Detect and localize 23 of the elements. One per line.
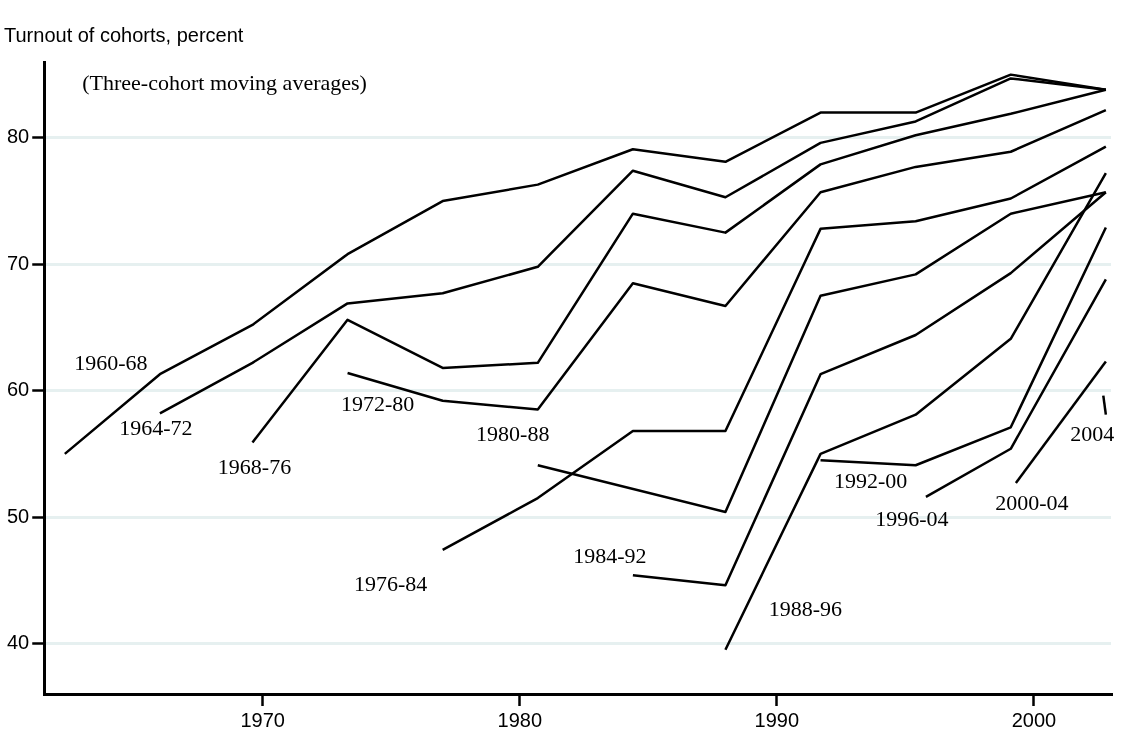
x-tick-label: 2000	[1011, 708, 1057, 731]
y-tick-label: 40	[7, 630, 30, 653]
y-tick-label: 50	[7, 504, 30, 527]
series-label: 1972-80	[340, 390, 415, 416]
x-tick-label: 1990	[754, 708, 800, 731]
x-tick-label: 1980	[497, 708, 543, 731]
series-label: 1976-84	[354, 570, 428, 596]
annotation: (Three-cohort moving averages)	[82, 69, 367, 95]
series-label: 1992-00	[833, 467, 908, 493]
x-tick-label: 1970	[240, 708, 285, 731]
y-axis-title: Turnout of cohorts, percent	[4, 23, 244, 46]
series-label: 1988-96	[768, 595, 843, 621]
series-label: 2004	[1070, 421, 1115, 447]
series-label: 2000-04	[995, 489, 1069, 515]
series-label: 1968-76	[217, 454, 292, 480]
y-tick-label: 70	[7, 251, 30, 274]
series-label: 1996-04	[875, 505, 949, 531]
y-tick-label: 80	[7, 125, 30, 148]
series-label: 1980-88	[476, 421, 550, 446]
series-label: 1984-92	[573, 542, 647, 568]
y-tick-label: 60	[7, 378, 30, 401]
series-label: 1964-72	[119, 415, 193, 441]
series-label: 1960-68	[74, 349, 148, 375]
